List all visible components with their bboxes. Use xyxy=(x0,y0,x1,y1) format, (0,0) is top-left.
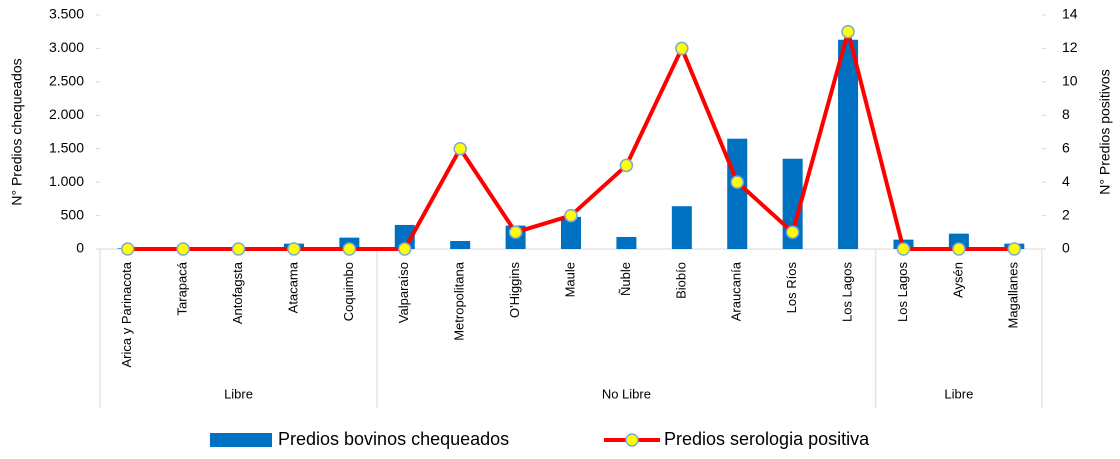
x-tick-label: O'Higgins xyxy=(507,262,522,318)
y-tick-label: 3.500 xyxy=(49,6,84,22)
y-tick-label: 2.000 xyxy=(49,106,84,122)
y2-tick-label: 14 xyxy=(1062,6,1078,22)
y2-tick-label: 2 xyxy=(1062,206,1070,222)
x-tick-label: Antofagsta xyxy=(230,261,245,324)
x-tick-label: Valparaíso xyxy=(396,262,411,323)
legend-label: Predios serologia positiva xyxy=(664,429,870,449)
bar xyxy=(450,240,471,249)
bar xyxy=(838,39,859,249)
line-marker xyxy=(453,141,467,156)
y-tick-label: 2.500 xyxy=(49,73,84,89)
bar xyxy=(727,138,748,249)
x-tick-label: Arica y Parinacota xyxy=(119,261,134,367)
line-marker xyxy=(952,242,966,256)
line-marker xyxy=(896,242,911,256)
legend-swatch xyxy=(210,433,272,447)
x-tick-label: Maule xyxy=(562,262,577,297)
line-marker xyxy=(287,242,301,256)
x-tick-label: Coquimbo xyxy=(341,262,356,321)
line-marker xyxy=(231,242,246,256)
y2-tick-label: 8 xyxy=(1062,106,1070,122)
line-marker xyxy=(176,242,190,256)
line-marker xyxy=(120,242,135,256)
y2-tick-label: 0 xyxy=(1062,240,1070,256)
y2-tick-label: 6 xyxy=(1062,139,1070,155)
line-marker xyxy=(508,225,523,240)
x-tick-label: Tarapacá xyxy=(175,261,190,315)
group-label: Libre xyxy=(944,386,973,401)
line-marker xyxy=(619,158,634,173)
x-tick-label: Metropolitana xyxy=(452,261,467,341)
y-tick-label: 3.000 xyxy=(49,39,84,55)
bar xyxy=(561,216,581,249)
legend-label: Predios bovinos chequeados xyxy=(278,429,509,449)
group-label: No Libre xyxy=(602,386,651,401)
bar xyxy=(671,206,692,249)
line-marker xyxy=(675,41,689,56)
line-marker xyxy=(1007,242,1022,256)
line-marker xyxy=(342,242,357,256)
x-tick-label: Magallanes xyxy=(1006,262,1021,329)
x-tick-label: Los Ríos xyxy=(784,262,799,314)
line-marker xyxy=(785,225,800,240)
x-tick-label: Aysén xyxy=(950,262,965,298)
line-marker xyxy=(398,242,412,256)
y2-tick-label: 12 xyxy=(1062,39,1078,55)
y2-axis-title: N° Predios positivos xyxy=(1097,69,1113,194)
x-tick-label: Biobío xyxy=(673,262,688,299)
line-marker xyxy=(564,208,578,223)
line-marker xyxy=(841,24,855,39)
group-label: Libre xyxy=(224,386,253,401)
y-axis-title: N° Predios chequeados xyxy=(9,58,25,205)
bar xyxy=(616,236,637,249)
x-tick-label: Atacama xyxy=(285,261,300,313)
y-tick-label: 1.000 xyxy=(49,173,84,189)
y2-tick-label: 10 xyxy=(1062,73,1078,89)
y-tick-label: 1.500 xyxy=(49,139,84,155)
line-marker xyxy=(730,175,744,189)
x-tick-label: Los Lagos xyxy=(839,262,854,322)
y2-tick-label: 4 xyxy=(1062,173,1070,189)
legend-marker xyxy=(625,433,639,447)
y-tick-label: 0 xyxy=(76,240,84,256)
x-tick-label: Araucanía xyxy=(729,261,744,321)
y-tick-label: 500 xyxy=(61,206,85,222)
x-tick-label: Ñuble xyxy=(618,262,633,296)
x-tick-label: Los Lagos xyxy=(895,262,910,322)
